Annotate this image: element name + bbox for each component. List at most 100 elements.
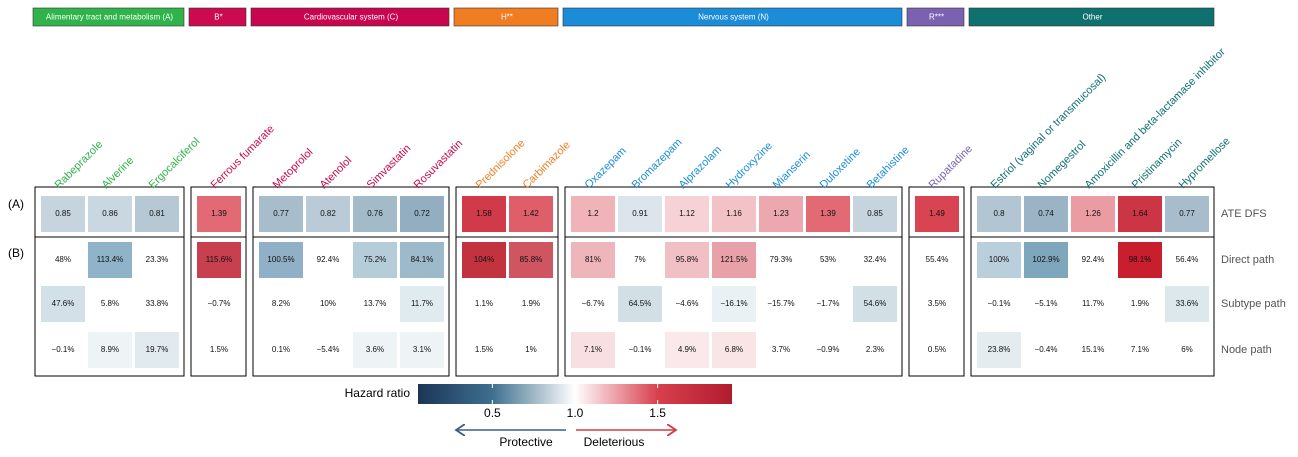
cell-label: 56.4%: [1176, 255, 1199, 264]
cell-label: 1.64: [1132, 209, 1148, 218]
cell-label: 53%: [820, 255, 836, 264]
heatmap-cell: [712, 286, 756, 322]
heatmap-cell: [571, 242, 615, 278]
drug-label: Prednisolone: [474, 137, 528, 191]
cell-label: 54.6%: [864, 299, 887, 308]
heatmap-cell: [400, 332, 444, 368]
heatmap-cell: [712, 332, 756, 368]
heatmap-cell: [400, 196, 444, 232]
cell-label: −0.9%: [817, 345, 840, 354]
cell-label: −4.6%: [676, 299, 699, 308]
heatmap-cell: [977, 242, 1021, 278]
row-label: ATE DFS: [1221, 208, 1267, 220]
heatmap-cell: [197, 332, 241, 368]
heatmap-cell: [509, 196, 553, 232]
cell-label: 0.77: [1179, 209, 1195, 218]
heatmap-cell: [853, 196, 897, 232]
cell-label: 3.1%: [413, 345, 431, 354]
drug-label: Nomegestrol: [1036, 139, 1089, 192]
cell-label: 1.5%: [210, 345, 228, 354]
heatmap-cell: [41, 242, 85, 278]
arrow-label: Protective: [499, 435, 553, 449]
cell-label: 33.8%: [146, 299, 169, 308]
heatmap-cell: [915, 286, 959, 322]
cell-label: 1.23: [773, 209, 789, 218]
heatmap-cell: [977, 286, 1021, 322]
heatmap-cell: [571, 332, 615, 368]
cell-label: 115.6%: [206, 255, 233, 264]
drug-label: Hydroxyzine: [724, 140, 775, 191]
drug-label: Rupatadine: [927, 143, 975, 191]
cell-label: −1.7%: [817, 299, 840, 308]
cell-label: 98.1%: [1129, 255, 1152, 264]
cell-label: 113.4%: [97, 255, 124, 264]
cell-label: 0.5%: [928, 345, 946, 354]
cell-label: 64.5%: [629, 299, 652, 308]
heatmap-cell: [853, 242, 897, 278]
cell-label: 13.7%: [364, 299, 387, 308]
heatmap-cell: [259, 242, 303, 278]
drug-label: Ergocalciferol: [147, 136, 203, 192]
group-box: [455, 186, 559, 377]
cell-label: 7%: [634, 255, 646, 264]
cell-label: 0.77: [273, 209, 289, 218]
heatmap-cell: [353, 286, 397, 322]
heatmap-cell: [462, 196, 506, 232]
cell-label: 0.72: [414, 209, 430, 218]
drug-label: Alprazolam: [677, 144, 724, 191]
drug-label: Betahistine: [865, 144, 912, 191]
heatmap-cell: [306, 242, 350, 278]
heatmap-cell: [1118, 242, 1162, 278]
drug-label: Simvastatin: [365, 142, 414, 191]
cell-label: −0.1%: [52, 345, 75, 354]
cell-label: 1.12: [679, 209, 695, 218]
heatmap-cell: [1165, 286, 1209, 322]
cell-label: 1%: [525, 345, 537, 354]
cell-label: 100%: [989, 255, 1009, 264]
cell-label: 0.81: [149, 209, 165, 218]
heatmap-cell: [259, 332, 303, 368]
cell-label: −6.7%: [582, 299, 605, 308]
cell-label: 95.8%: [676, 255, 699, 264]
heatmap-cell: [1071, 286, 1115, 322]
cell-label: 1.9%: [522, 299, 540, 308]
drug-label: Oxazepam: [583, 145, 629, 191]
group-name: Nervous system (N): [698, 13, 769, 22]
heatmap-cell: [400, 286, 444, 322]
cell-label: 0.1%: [272, 345, 290, 354]
heatmap-cell: [1165, 242, 1209, 278]
cell-label: 2.3%: [866, 345, 884, 354]
panel-label: (B): [8, 246, 24, 260]
group-header: [906, 7, 965, 27]
cell-label: 47.6%: [52, 299, 75, 308]
cell-label: 55.4%: [926, 255, 949, 264]
heatmap-cell: [1024, 332, 1068, 368]
group-name: B*: [214, 13, 222, 22]
cell-label: 23.3%: [146, 255, 169, 264]
heatmap-cell: [197, 242, 241, 278]
cell-label: 1.9%: [1131, 299, 1149, 308]
heatmap-cell: [509, 332, 553, 368]
drug-label: Duloxetine: [818, 146, 863, 191]
colorbar-tick-label: 1.5: [649, 406, 666, 420]
heatmap-cell: [135, 196, 179, 232]
row-label: Direct path: [1221, 254, 1274, 266]
cell-label: −15.7%: [767, 299, 794, 308]
heatmap-cell: [1071, 332, 1115, 368]
heatmap-cell: [759, 286, 803, 322]
heatmap-cell: [509, 242, 553, 278]
cell-label: 19.7%: [146, 345, 169, 354]
heatmap-cell: [1024, 196, 1068, 232]
heatmap-cell: [618, 332, 662, 368]
cell-label: 3.6%: [366, 345, 384, 354]
cell-label: 1.58: [476, 209, 492, 218]
cell-label: 100.5%: [267, 255, 294, 264]
drug-label: Atenolol: [318, 155, 355, 192]
heatmap-cell: [41, 332, 85, 368]
cell-label: 92.4%: [317, 255, 340, 264]
heatmap-cell: [353, 196, 397, 232]
heatmap-cell: [759, 332, 803, 368]
cell-label: −0.1%: [988, 299, 1011, 308]
drug-label: Hypromellose: [1177, 135, 1233, 191]
cell-label: 1.26: [1085, 209, 1101, 218]
